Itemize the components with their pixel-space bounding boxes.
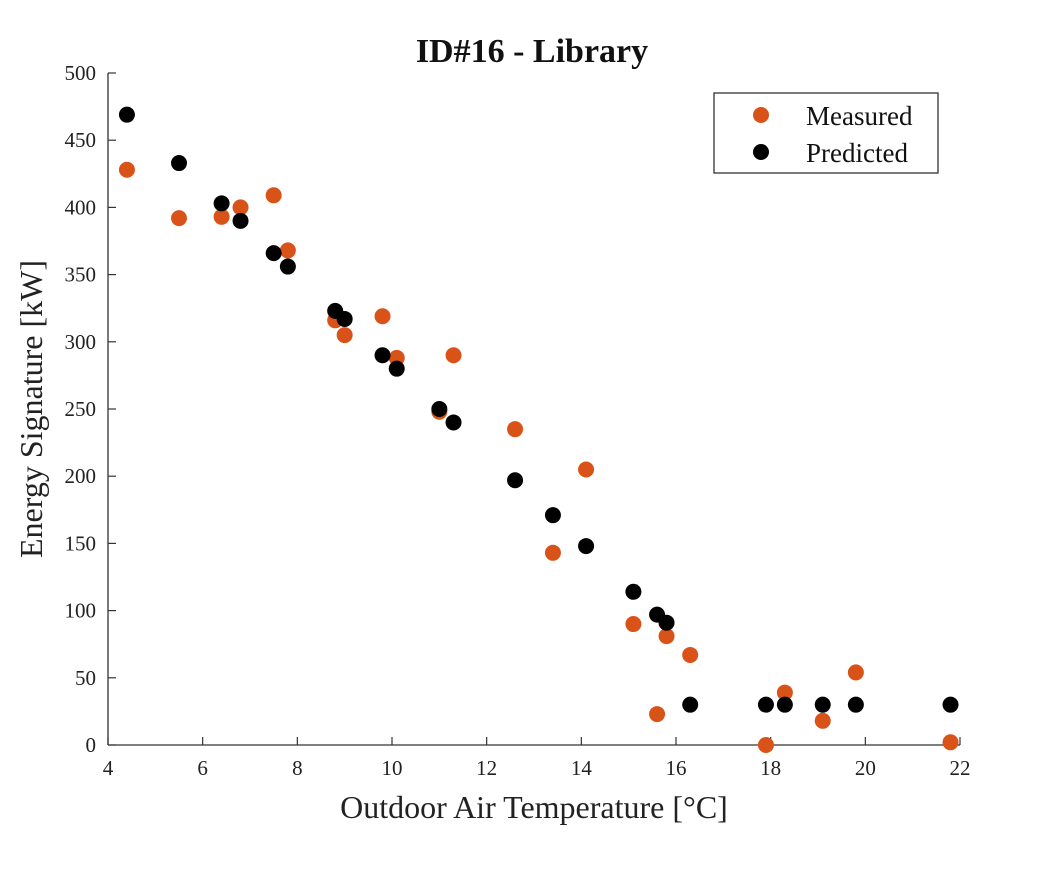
- legend-label-measured: Measured: [806, 101, 913, 131]
- series-predicted: [118, 106, 959, 713]
- measured-point: [445, 347, 462, 364]
- data-points: [118, 106, 959, 753]
- measured-point: [625, 616, 642, 633]
- measured-point: [336, 327, 353, 344]
- predicted-point: [118, 106, 135, 123]
- legend-marker-predicted: [753, 144, 769, 160]
- predicted-point: [625, 583, 642, 600]
- x-axis-label: Outdoor Air Temperature [°C]: [340, 789, 728, 825]
- y-tick-label: 100: [65, 599, 97, 623]
- measured-point: [682, 646, 699, 663]
- predicted-point: [544, 507, 561, 524]
- series-measured: [118, 161, 959, 753]
- y-tick-label: 0: [86, 733, 97, 757]
- measured-point: [213, 208, 230, 225]
- predicted-point: [682, 696, 699, 713]
- y-axis-label: Energy Signature [kW]: [13, 260, 49, 558]
- measured-point: [847, 664, 864, 681]
- measured-point: [544, 544, 561, 561]
- measured-point: [658, 628, 675, 645]
- predicted-point: [265, 245, 282, 262]
- predicted-point: [814, 696, 831, 713]
- predicted-point: [847, 696, 864, 713]
- predicted-point: [507, 472, 524, 489]
- x-tick-label: 22: [950, 756, 971, 780]
- x-axis-ticks: 4 6 8 10 12 14 16 18 20 22: [103, 737, 971, 780]
- y-tick-label: 250: [65, 397, 97, 421]
- measured-point: [171, 210, 187, 227]
- measured-point: [232, 199, 249, 216]
- legend-marker-measured: [753, 107, 769, 123]
- x-tick-label: 16: [666, 756, 687, 780]
- measured-point: [942, 734, 959, 751]
- predicted-point: [279, 258, 296, 275]
- measured-point: [507, 421, 524, 438]
- y-tick-label: 500: [65, 61, 97, 85]
- y-tick-label: 150: [65, 531, 97, 555]
- y-tick-label: 350: [65, 263, 97, 287]
- y-tick-label: 300: [65, 330, 97, 354]
- x-tick-label: 10: [382, 756, 403, 780]
- predicted-point: [232, 212, 249, 229]
- y-axis-ticks: 0 50 100 150 200 250 300 350 400 450 500: [65, 61, 116, 757]
- legend: Measured Predicted: [713, 92, 939, 174]
- x-tick-label: 4: [103, 756, 114, 780]
- x-tick-label: 20: [855, 756, 876, 780]
- measured-point: [649, 706, 666, 723]
- measured-point: [118, 161, 135, 178]
- measured-point: [265, 187, 282, 204]
- x-tick-label: 6: [197, 756, 208, 780]
- predicted-point: [776, 696, 793, 713]
- measured-point: [776, 684, 793, 701]
- y-tick-label: 450: [65, 128, 97, 152]
- measured-point: [374, 308, 391, 325]
- y-tick-label: 400: [65, 195, 97, 219]
- predicted-point: [578, 538, 595, 555]
- chart-title: ID#16 - Library: [416, 33, 648, 70]
- legend-box: [713, 92, 939, 174]
- predicted-point: [445, 414, 462, 431]
- predicted-point: [213, 195, 230, 212]
- plot-axes: [107, 73, 960, 746]
- predicted-point: [431, 401, 448, 417]
- predicted-point: [942, 696, 959, 713]
- predicted-point: [374, 347, 391, 364]
- x-tick-label: 12: [476, 756, 497, 780]
- predicted-point: [388, 360, 405, 377]
- predicted-point: [658, 614, 675, 631]
- x-tick-label: 14: [571, 756, 593, 780]
- measured-point: [814, 712, 831, 729]
- x-tick-label: 8: [292, 756, 303, 780]
- y-tick-label: 50: [75, 666, 96, 690]
- x-tick-label: 18: [760, 756, 781, 780]
- legend-label-predicted: Predicted: [806, 138, 908, 168]
- predicted-point: [171, 155, 187, 172]
- measured-point: [757, 737, 774, 753]
- predicted-point: [757, 696, 774, 713]
- measured-point: [578, 461, 595, 478]
- measured-point: [279, 242, 296, 259]
- y-tick-label: 200: [65, 464, 97, 488]
- predicted-point: [336, 310, 353, 327]
